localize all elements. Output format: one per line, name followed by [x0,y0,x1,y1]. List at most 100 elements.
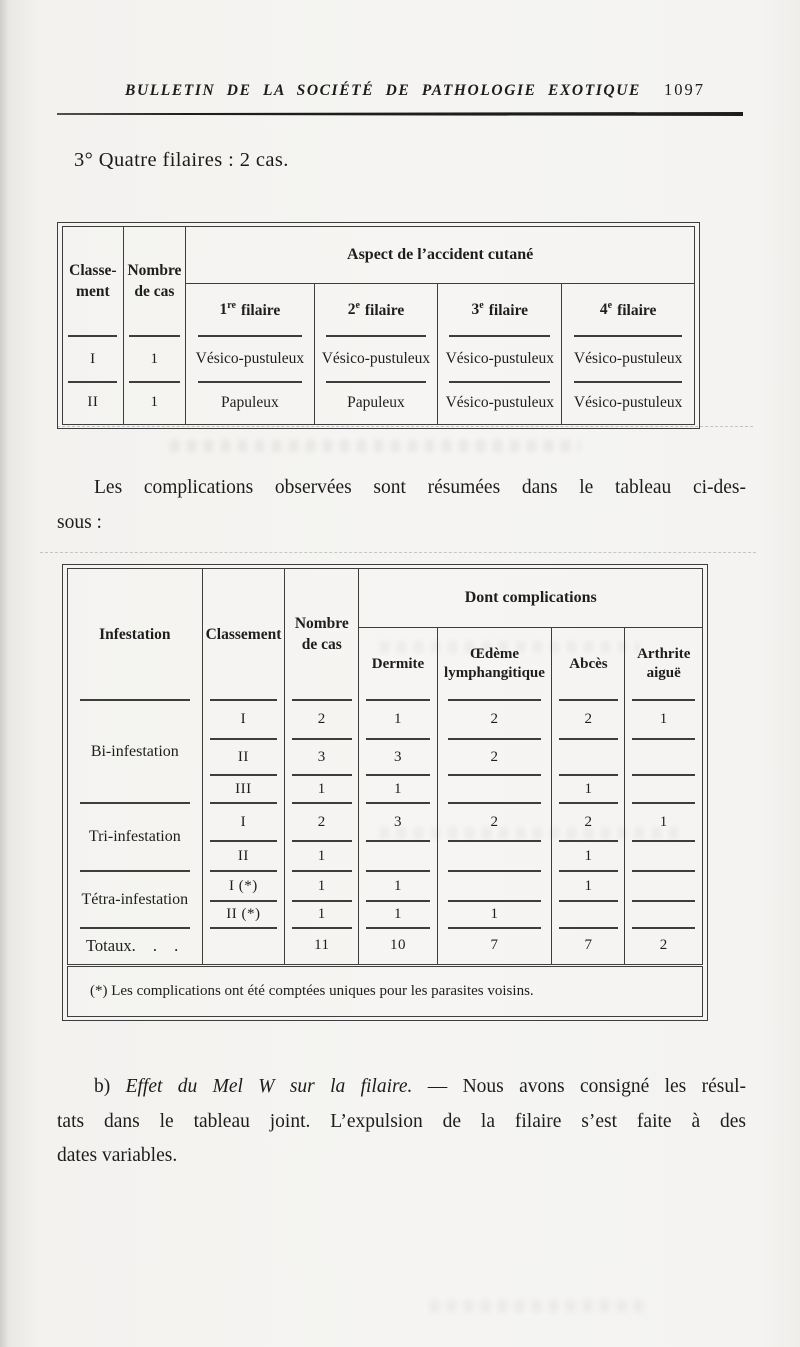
cell-classement: III [201,775,285,804]
ordinal-suffix: e [479,300,484,312]
filaire-label: filaire [240,301,281,319]
cell-oedeme: 2 [436,700,552,740]
cell-nombre-de-cas: 2 [284,700,359,740]
ordinal-suffix: e [607,300,613,312]
table-row: III 1 1 1 [68,775,703,804]
cell-oedeme: 2 [436,803,552,842]
cell-classement: I [63,336,124,383]
cell-dermite: 1 [358,700,438,740]
cell-dermite: 1 [358,901,438,929]
cell-nombre-de-cas: 1 [284,871,359,902]
filaire-label: filaire [364,301,405,319]
header-rule [57,112,743,116]
header-line: Nombre [294,615,349,633]
paragraph-line: Les complications observées sont résumée… [94,477,746,498]
paragraph-line: dates variables. [57,1145,178,1166]
section-heading: 3° Quatre filaires : 2 cas. [74,149,289,171]
cell-nombre-de-cas: 2 [284,803,359,842]
cell-arthrite [624,775,703,804]
cell-arthrite [624,739,703,776]
cell-abces: 7 [551,928,625,965]
col-header-filaire-2: 2e filaire [313,283,438,336]
cell-nombre-de-cas: 1 [284,841,359,872]
italic-phrase: Effet du Mel W sur la filaire. [125,1076,413,1097]
col-header-abces: Abcès [551,627,625,700]
cell-oedeme: 1 [436,901,552,929]
table-complications-frame: Infestation Classement Nombre de cas Don… [62,564,708,1021]
col-header-filaire-1: 1re filaire [185,283,315,336]
cell-filaire-1: Papuleux [185,382,315,424]
table-row: I 1 Vésico-pustuleux Vésico-pustuleux Vé… [63,336,695,383]
cell-oedeme: 7 [436,928,552,965]
col-header-dermite: Dermite [358,627,438,700]
bleedthrough-ghost [170,440,580,452]
cell-filaire-1: Vésico-pustuleux [185,336,315,383]
page-number: 1097 [664,80,705,99]
table-accident-cutane: Classe- ment Nombre de cas Aspect de l’a… [62,226,695,425]
cell-abces: 2 [551,700,625,740]
table-row: Tétra-infestation I (*) 1 1 1 [68,871,703,929]
running-header: BULLETIN DE LA SOCIÉTÉ DE PATHOLOGIE EXO… [57,80,743,100]
cell-abces: 2 [551,803,625,842]
col-header-classement: Classe- ment [63,227,124,337]
cell-arthrite [624,871,703,902]
col-header-infestation: Infestation [68,569,203,701]
cell-abces: 1 [551,841,625,872]
cell-classement: II [201,739,285,776]
cell-arthrite: 2 [624,928,703,965]
cell-abces: 1 [551,871,625,902]
cell-abces [551,739,625,776]
cell-filaire-3: Vésico-pustuleux [437,336,562,383]
cell-dermite: 1 [358,871,438,902]
col-header-nombre-de-cas: Nombre de cas [284,568,359,700]
journal-title: BULLETIN DE LA SOCIÉTÉ DE PATHOLOGIE EXO… [125,82,641,99]
cell-infestation-group: Tétra-infestation [68,871,203,929]
table-row: II 1 Papuleux Papuleux Vésico-pustuleux … [63,382,695,424]
cell-oedeme [436,775,552,804]
cell-oedeme [436,871,552,902]
col-header-filaire-3: 3e filaire [437,283,562,336]
cell-dermite: 3 [358,739,438,776]
cell-nombre-de-cas: 11 [284,928,359,965]
table-footnote: (*) Les complications ont été comptées u… [67,963,703,1016]
totals-row: Totaux. . . 11 10 7 7 2 [68,928,703,965]
list-marker: b) [94,1076,126,1097]
cell-filaire-4: Vésico-pustuleux [561,382,695,424]
cell-dermite: 1 [358,775,438,804]
cell-arthrite [624,841,703,872]
filaire-label: filaire [617,301,657,319]
scan-artifact-line [57,426,753,427]
footnote-row: (*) Les complications ont été comptées u… [67,963,703,1016]
col-header-classement: Classement [201,568,285,700]
cell-filaire-2: Papuleux [313,382,438,424]
cell-arthrite [624,901,703,929]
cell-arthrite: 1 [624,700,703,740]
cell-filaire-2: Vésico-pustuleux [313,336,438,383]
col-header-nombre-de-cas: Nombre de cas [122,226,186,336]
header-line: de cas [134,282,175,300]
cell-filaire-3: Vésico-pustuleux [437,382,562,424]
table-row: Bi-infestation I 2 1 2 2 1 [68,700,703,804]
paragraph-line: sous : [57,511,102,533]
header-line: de cas [301,635,342,653]
cell-nombre-de-cas: 1 [122,382,186,424]
ordinal: 4 [599,301,608,319]
bleedthrough-ghost [430,1300,650,1312]
col-header-filaire-4: 4e filaire [561,283,695,336]
cell-nombre-de-cas: 1 [122,336,186,383]
col-header-dont-complications: Dont complications [358,568,703,628]
intro-paragraph: Les complications observées sont résumée… [57,471,746,540]
header-line: ment [76,282,110,300]
cell-classement: I [201,700,285,740]
paragraph-line: tats dans le tableau joint. L’expulsion … [57,1110,746,1132]
cell-dermite: 3 [358,803,438,842]
cell-dermite [358,841,438,872]
cell-classement [201,928,285,965]
cell-oedeme [436,841,552,872]
table-row: Tri-infestation I 2 3 2 2 1 [68,803,703,872]
cell-classement: I [201,803,285,842]
col-header-aspect-accident-cutane: Aspect de l’accident cutané [185,226,695,284]
col-header-arthrite-aigue: Arthrite aiguë [624,627,703,700]
closing-paragraph: b) Effet du Mel W sur la filaire. — Nous… [57,1070,746,1174]
